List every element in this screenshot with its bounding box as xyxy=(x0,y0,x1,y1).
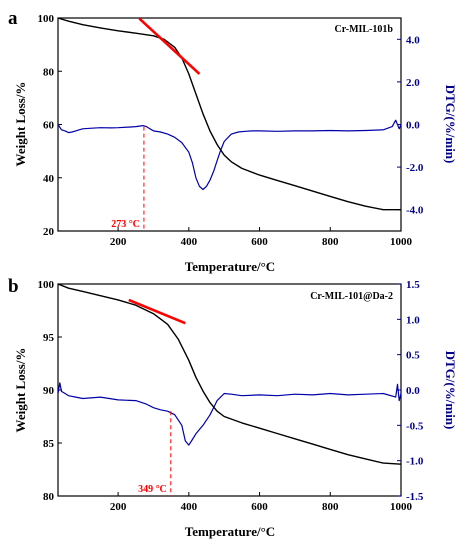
panel-a-y-tick-label: 60 xyxy=(43,120,55,132)
panel-a-right-tick-label: -4.0 xyxy=(406,205,424,217)
panel-a-title: Cr-MIL-101b xyxy=(334,24,393,35)
panel-a-y-tick-label: 80 xyxy=(43,66,55,78)
panel-b-x-tick-label: 800 xyxy=(322,501,339,513)
panel-b-onset-label: 349 °C xyxy=(138,484,167,495)
panel-b-x-tick-label: 600 xyxy=(251,501,268,513)
panel-a-plot-frame xyxy=(57,17,402,232)
panel-a-x-tick-label: 800 xyxy=(322,236,339,248)
panel-b-right-tick-label: -1.5 xyxy=(406,491,424,503)
panel-b-y-tick-label: 100 xyxy=(38,279,55,291)
panel-b-tangent-line xyxy=(128,298,186,325)
panel-b-x-tick-label: 200 xyxy=(110,501,127,513)
panel-b-right-tick-label: -1.0 xyxy=(406,456,424,468)
panel-b-y-tick-label: 85 xyxy=(43,438,55,450)
panel-a-x-tick-label: 600 xyxy=(251,236,268,248)
panel-b-right-tick-label: 0.0 xyxy=(406,385,420,397)
panel-b-y-tick-label: 95 xyxy=(43,332,55,344)
panel-a: a 200 400 600 800 1000 20 40 60 80 100 -4.0 -2.0 0.0… xyxy=(8,8,458,274)
panel-a-dtg-curve xyxy=(57,119,402,191)
panel-a-x-tick-label: 200 xyxy=(110,236,127,248)
panel-b-letter: b xyxy=(8,276,19,297)
panel-a-weight-curve xyxy=(57,17,401,211)
panel-a-x-tick-label: 400 xyxy=(181,236,198,248)
panel-b-plot-frame xyxy=(57,283,402,497)
panel-a-tangent-line xyxy=(138,17,201,75)
panel-a-right-tick-label: -2.0 xyxy=(406,162,424,174)
panel-a-right-tick-label: 0.0 xyxy=(406,120,420,132)
panel-b-right-axis-label: DTG/(%/min) xyxy=(443,351,458,430)
panel-b-dtg-curve xyxy=(57,382,402,446)
panel-a-letter: a xyxy=(8,8,18,29)
panel-a-y-tick-label: 20 xyxy=(43,226,55,238)
panel-b-right-tick-label: -0.5 xyxy=(406,420,424,432)
panel-a-right-tick-label: 2.0 xyxy=(406,77,420,89)
panel-a-y-tick-label: 100 xyxy=(38,13,55,25)
panel-b-y-tick-label: 80 xyxy=(43,491,55,503)
panel-b-weight-curve xyxy=(57,283,402,465)
panel-b-right-tick-label: 1.0 xyxy=(406,314,420,326)
panel-a-x-tick-label: 1000 xyxy=(390,236,413,248)
panel-a-x-axis-label: Temperature/°C xyxy=(185,259,275,274)
panel-b: b 200 400 600 800 1000 80 85 90 95 100 -1.5 -1.0 -0.… xyxy=(8,276,458,539)
panel-b-y-tick-label: 90 xyxy=(43,385,55,397)
panel-b-x-tick-label: 1000 xyxy=(390,501,413,513)
panel-b-y-axis-label: Weight Loss/% xyxy=(13,348,28,433)
panel-b-x-tick-label: 400 xyxy=(181,501,198,513)
panel-a-right-tick-label: 4.0 xyxy=(406,34,420,46)
panel-a-onset-label: 273 °C xyxy=(111,219,140,230)
panel-b-right-tick-label: 1.5 xyxy=(406,279,420,291)
panel-a-right-axis-label: DTG/(%/min) xyxy=(443,85,458,164)
panel-b-right-tick-label: 0.5 xyxy=(406,350,420,362)
panel-a-y-axis-label: Weight Loss/% xyxy=(13,82,28,167)
panel-b-x-axis-label: Temperature/°C xyxy=(185,524,275,539)
panel-b-title: Cr-MIL-101@Da-2 xyxy=(310,291,393,302)
panel-a-y-tick-label: 40 xyxy=(43,173,55,185)
